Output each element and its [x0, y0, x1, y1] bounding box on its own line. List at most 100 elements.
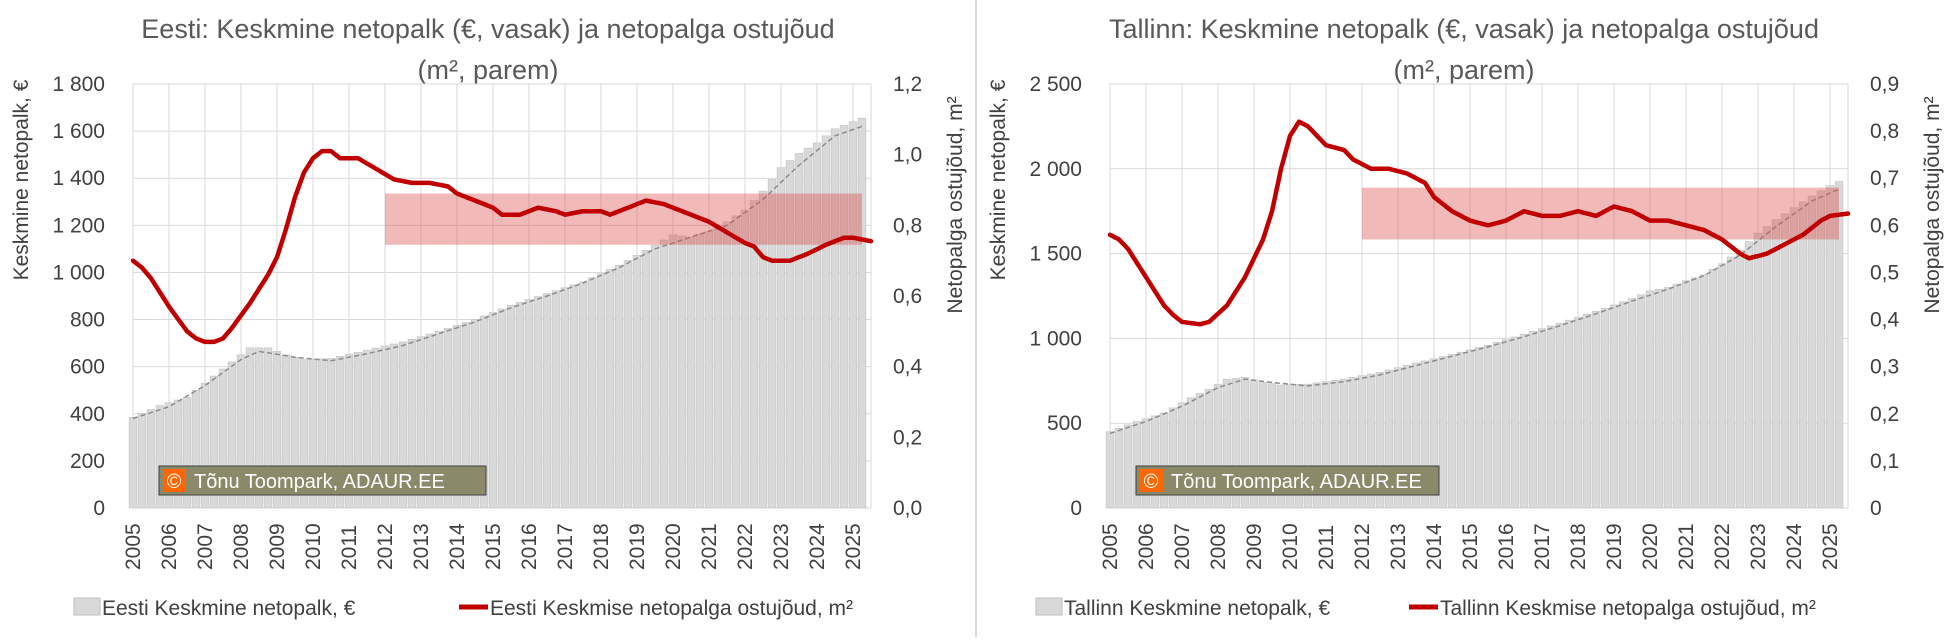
bar: [1240, 377, 1250, 509]
bar: [848, 121, 858, 509]
bar: [1708, 268, 1718, 509]
x-tick-label: 2023: [1747, 523, 1770, 570]
y-left-tick-label: 2 500: [1029, 73, 1082, 96]
bar: [1366, 373, 1376, 509]
bar: [1456, 351, 1466, 509]
y-left-tick-label: 400: [70, 403, 105, 426]
bar: [695, 233, 705, 509]
chart-title: Tallinn: Keskmine netopalk (€, vasak) ja…: [1109, 14, 1819, 44]
bar: [1672, 283, 1682, 509]
bar: [650, 245, 660, 509]
bar: [1348, 377, 1358, 509]
x-tick-label: 2014: [446, 523, 469, 570]
y-right-tick-label: 0,9: [1870, 73, 1899, 96]
bar: [506, 305, 516, 509]
bar: [839, 124, 849, 509]
bar: [1420, 360, 1430, 509]
bar: [758, 190, 768, 509]
x-tick-label: 2020: [662, 523, 685, 570]
x-tick-label: 2019: [1603, 523, 1626, 570]
y-right-tick-label: 0,2: [893, 426, 922, 449]
bar: [1114, 427, 1124, 509]
y-right-tick-label: 0,4: [1870, 309, 1900, 332]
bar: [299, 359, 309, 509]
bar: [1645, 290, 1655, 509]
y-left-tick-label: 800: [70, 309, 105, 332]
bar: [1690, 277, 1700, 509]
bar: [1177, 402, 1187, 509]
bar: [353, 351, 363, 509]
y-right-tick-label: 0,8: [893, 214, 922, 237]
bar: [596, 273, 606, 509]
bar: [1474, 347, 1484, 509]
trend-line: [132, 125, 863, 420]
bar: [1303, 383, 1313, 509]
bar: [1798, 201, 1808, 509]
bar: [1681, 280, 1691, 509]
bar: [1744, 241, 1754, 509]
bar: [569, 284, 579, 509]
bar: [1753, 232, 1763, 509]
bar: [1555, 322, 1565, 509]
x-tick-label: 2020: [1639, 523, 1662, 570]
bar: [857, 117, 867, 509]
bar: [1141, 418, 1151, 509]
bar: [1168, 407, 1178, 509]
bar: [1123, 424, 1133, 509]
bar: [1600, 307, 1610, 509]
bar: [821, 135, 831, 509]
watermark-box: [1135, 465, 1440, 496]
legend: Eesti Keskmine netopalk, € Eesti Keskmis…: [73, 597, 853, 620]
bar: [1546, 325, 1556, 509]
bar: [794, 153, 804, 509]
x-tick-label: 2018: [590, 523, 613, 570]
x-tick-label: 2006: [158, 523, 181, 570]
bar: [398, 341, 408, 509]
y-axis-right-label: Netopalga ostujõud, m²: [944, 96, 967, 313]
bar: [551, 290, 561, 509]
x-tick-label: 2013: [1387, 523, 1410, 570]
x-tick-label: 2005: [1099, 523, 1122, 570]
bar: [1816, 190, 1826, 509]
bar: [191, 389, 201, 509]
bar: [1807, 195, 1817, 509]
trend-line: [1109, 188, 1840, 435]
x-tick-label: 2021: [1675, 523, 1698, 570]
chart-title-line2: (m², parem): [1394, 55, 1535, 85]
bar: [155, 405, 165, 509]
bar: [227, 361, 237, 509]
bar: [1492, 342, 1502, 509]
bar: [1591, 310, 1601, 509]
bar: [1834, 181, 1844, 509]
copyright-symbol: ©: [1144, 471, 1159, 493]
x-tick-label: 2012: [1351, 523, 1374, 570]
bar: [182, 396, 192, 509]
chart-panel-eesti: Eesti: Keskmine netopalk (€, vasak) ja n…: [0, 0, 975, 637]
x-tick-label: 2010: [1279, 523, 1302, 570]
x-tick-label: 2022: [734, 523, 757, 570]
x-tick-label: 2022: [1711, 523, 1734, 570]
bar: [470, 319, 480, 509]
legend-line-label: Eesti Keskmise netopalga ostujõud, m²: [490, 597, 853, 620]
bar: [1186, 397, 1196, 509]
x-tick-label: 2011: [338, 525, 361, 570]
y-right-tick-label: 0,4: [893, 356, 923, 379]
x-tick-label: 2012: [374, 523, 397, 570]
bar: [434, 331, 444, 509]
x-tick-label: 2025: [1819, 523, 1842, 570]
bar: [614, 265, 624, 509]
bar: [1195, 393, 1205, 509]
bar: [1222, 378, 1232, 509]
y-right-tick-label: 0,7: [1870, 167, 1899, 190]
y-right-tick-label: 0,2: [1870, 403, 1899, 426]
bar: [407, 338, 417, 509]
bar: [767, 179, 777, 509]
legend-bar-label: Eesti Keskmine netopalk, €: [102, 597, 356, 620]
bar: [380, 345, 390, 509]
bar: [1393, 367, 1403, 509]
bar: [371, 347, 381, 509]
bar: [200, 382, 210, 509]
y-axis-right-label: Netopalga ostujõud, m²: [1921, 96, 1944, 313]
bar: [1384, 369, 1394, 509]
bar: [1483, 344, 1493, 509]
